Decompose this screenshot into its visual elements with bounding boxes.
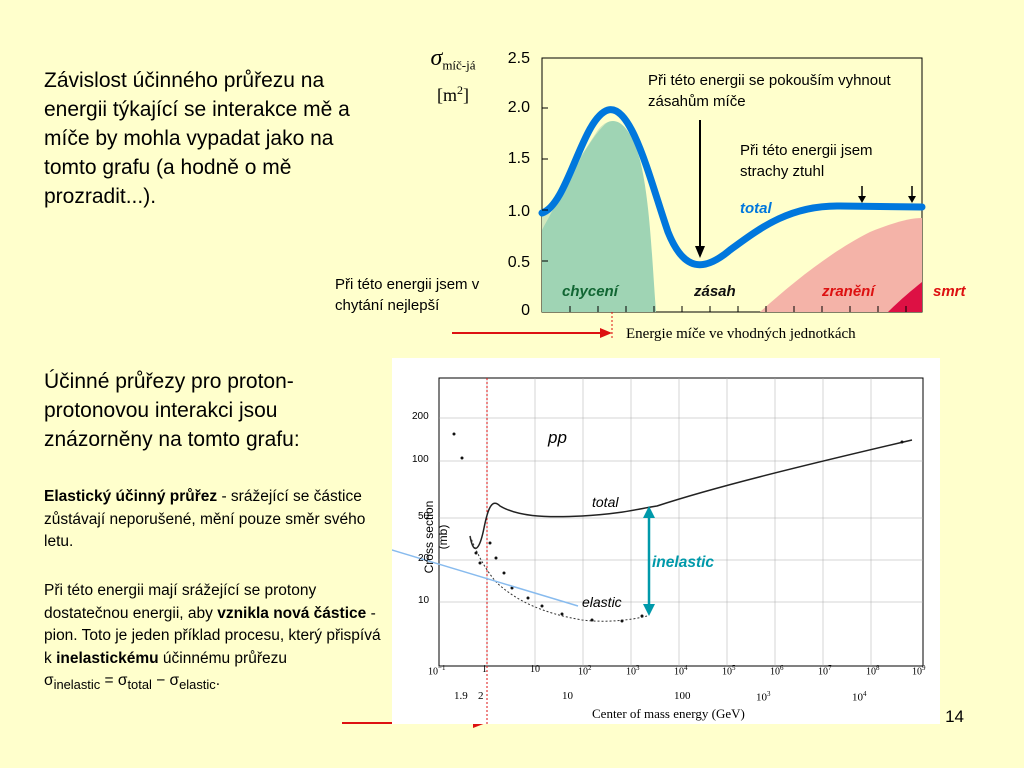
total-curve <box>538 106 926 269</box>
sigma-symbol: σ <box>44 672 54 689</box>
para2-bold2: inelastickému <box>56 649 159 667</box>
pp-cross-section-plot: pp total elastic Cross section (mb) 200 … <box>392 358 940 724</box>
total-label: total <box>740 200 772 217</box>
pp-bottom-x-tick: 10 <box>562 690 573 702</box>
toy-y-tick: 1.0 <box>507 203 530 220</box>
sigma-symbol: σ <box>117 672 128 689</box>
para2-bold1: vznikla nová částice <box>217 604 367 622</box>
pp-y-tick: 100 <box>412 454 429 465</box>
inelastic-arrow-bottom <box>643 604 655 616</box>
inelastic-explanation: Při této energii mají srážející se proto… <box>44 580 384 697</box>
toy-y-tick: 0.5 <box>507 254 530 271</box>
formula-inelastic: inelastic <box>53 677 101 693</box>
elastic-pointer-line <box>392 549 579 607</box>
elastic-text: - srážející se částice zůstávají neporuš… <box>44 488 366 550</box>
pp-top-x-tick: 106 <box>770 664 784 678</box>
pp-top-x-tick: 10−1 <box>428 664 446 678</box>
pp-total-label: total <box>592 494 619 510</box>
annotation-freeze: Při této energii jsem strachy ztuhl <box>740 142 873 180</box>
freeze-arrow-head <box>858 196 866 203</box>
pp-y-tick: 50 <box>418 511 430 522</box>
toy-y-tick: 2.5 <box>507 50 530 67</box>
pp-bottom-x-tick: 2 <box>478 690 484 702</box>
injury-region-fill <box>760 218 922 312</box>
toy-y-tick: 0 <box>521 302 530 319</box>
pp-y-tick: 10 <box>418 595 430 606</box>
pp-x-axis-label: Center of mass energy (GeV) <box>592 706 745 721</box>
cross-section-formula: σinelastic = σtotal − σelastic. <box>44 672 221 693</box>
annotation-dodge: Při této energii se pokouším vyhnout zás… <box>648 72 891 110</box>
pp-section-title: Účinné průřezy pro proton-protonovou int… <box>44 370 300 451</box>
formula-total: total <box>127 677 152 693</box>
region-catch: chycení <box>562 283 618 300</box>
pp-top-x-tick: 103 <box>626 664 640 678</box>
toy-x-axis-label: Energie míče ve vhodných jednotkách <box>626 326 856 342</box>
region-injury: zranění <box>822 283 875 300</box>
pp-plot-svg <box>392 377 924 724</box>
formula-minus: − <box>151 672 170 689</box>
pp-bottom-x-tick: 104 <box>852 690 867 704</box>
para2-text1: Při této energii mají srážející se proto… <box>44 582 317 622</box>
annotation-best-catch: Při této energii jsem v chytání nejlepší <box>335 276 480 314</box>
region-hit: zásah <box>694 283 736 300</box>
toy-y-subscript: míč-já <box>442 57 476 73</box>
pp-bottom-x-tick: 1.9 <box>454 690 468 702</box>
pp-top-x-tick: 10 <box>530 664 540 675</box>
formula-elastic: elastic <box>179 677 216 693</box>
pp-top-x-tick: 102 <box>578 664 592 678</box>
formula-end: . <box>215 672 221 689</box>
elastic-definition: Elastický účinný průřez - srážející se č… <box>44 486 384 554</box>
toy-y-tick: 2.0 <box>507 99 530 116</box>
pp-bottom-x-tick: 100 <box>674 690 691 702</box>
inelastic-arrow-top <box>643 506 655 518</box>
toy-x-ticks <box>542 107 907 312</box>
sigma-symbol: σ <box>169 672 180 689</box>
para2-text3: účinnému průřezu <box>158 649 287 667</box>
pp-top-x-tick: 109 <box>912 664 926 678</box>
pp-inelastic-label: inelastic <box>652 554 715 571</box>
intro-text: Závislost účinného průřezu na energii tý… <box>44 69 350 208</box>
pp-top-x-tick: 104 <box>674 664 688 678</box>
pp-data-points <box>452 432 904 623</box>
sigma-symbol: σ <box>430 45 443 71</box>
pp-total-curve <box>469 439 913 550</box>
pp-bottom-x-tick: 103 <box>756 690 771 704</box>
toy-y-unit: [m2] <box>437 82 469 105</box>
pp-title: pp <box>548 428 567 447</box>
toy-y-axis-title: σmíč-já [m2] <box>408 46 498 107</box>
para2-text2: - pion. Toto je jeden příklad procesu, k… <box>44 604 381 667</box>
elastic-term: Elastický účinný průřez <box>44 488 218 505</box>
death-region-fill <box>888 282 922 312</box>
catch-region-fill <box>542 121 656 312</box>
pp-top-x-tick: 105 <box>722 664 736 678</box>
slide-number: 14 <box>945 707 964 726</box>
freeze-arrow-head <box>908 196 916 203</box>
region-death: smrt <box>933 283 966 300</box>
pp-y-tick: 200 <box>412 411 429 422</box>
best-catch-arrow-head <box>600 328 612 338</box>
pp-y-tick: 20 <box>418 553 430 564</box>
pp-elastic-label: elastic <box>582 594 622 610</box>
pp-top-x-tick: 108 <box>866 664 880 678</box>
toy-y-tick: 1.5 <box>507 150 530 167</box>
formula-eq: = <box>100 672 118 689</box>
pp-y-axis-label: Cross section (mb) <box>422 500 450 574</box>
hit-arrow-head <box>695 246 705 258</box>
pp-elastic-curve <box>469 535 648 622</box>
pp-top-x-tick: 1 <box>482 664 487 675</box>
pp-top-x-tick: 107 <box>818 664 832 678</box>
